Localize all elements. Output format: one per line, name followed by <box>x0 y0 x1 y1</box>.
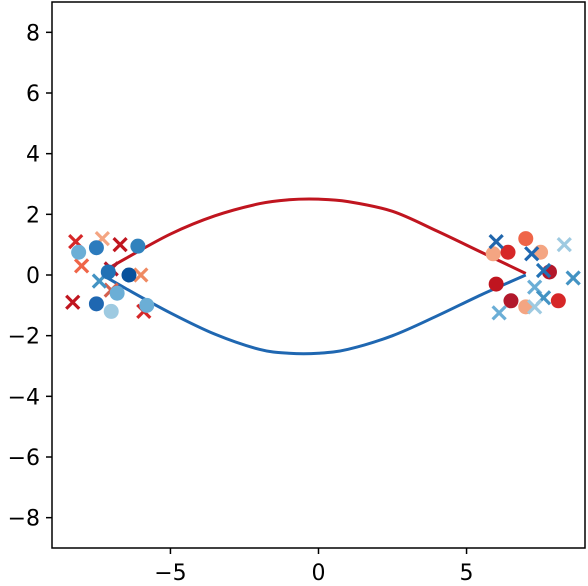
circle-marker-12 <box>88 296 104 312</box>
curve-1 <box>101 273 527 356</box>
y-tick-label: 6 <box>26 82 40 107</box>
circle-marker-20 <box>500 244 516 260</box>
circle-marker-18 <box>139 297 155 313</box>
x-marker-2 <box>65 294 81 310</box>
circle-marker-22 <box>503 293 519 309</box>
x-marker-30 <box>556 237 572 253</box>
y-tick-label: −6 <box>8 446 40 471</box>
circle-marker-13 <box>103 303 119 319</box>
y-tick-label: 0 <box>26 264 40 289</box>
circle-marker-17 <box>130 238 146 254</box>
curves-layer <box>101 197 527 356</box>
y-axis: −8 −6 −4 −2 0 2 4 6 8 <box>8 21 52 532</box>
curve-0 <box>101 197 527 275</box>
circle-marker-15 <box>100 264 116 280</box>
circle-marker-27 <box>550 293 566 309</box>
circle-marker-11 <box>88 240 104 256</box>
circle-marker-16 <box>121 267 137 283</box>
x-marker-28 <box>488 234 504 250</box>
circle-marker-24 <box>518 231 534 247</box>
y-tick-label: −2 <box>8 325 40 350</box>
circle-marker-19 <box>485 246 501 262</box>
x-marker-7 <box>133 267 149 283</box>
x-marker-35 <box>527 299 543 315</box>
x-tick-label: 5 <box>460 561 474 586</box>
y-tick-label: −8 <box>8 507 40 532</box>
x-marker-29 <box>524 246 540 262</box>
x-marker-1 <box>73 258 90 274</box>
x-marker-4 <box>112 237 128 253</box>
y-tick-label: −4 <box>8 385 40 410</box>
x-tick-label: −5 <box>154 561 186 586</box>
x-marker-36 <box>491 305 507 321</box>
x-marker-31 <box>565 270 581 286</box>
x-axis: −5 0 5 <box>154 548 474 586</box>
y-tick-label: 2 <box>26 203 40 228</box>
circle-marker-14 <box>109 285 125 301</box>
y-tick-label: 4 <box>26 143 40 168</box>
circle-marker-21 <box>488 276 504 292</box>
y-tick-label: 8 <box>26 21 40 46</box>
x-tick-label: 0 <box>312 561 326 586</box>
circle-marker-10 <box>71 244 87 260</box>
markers-layer <box>65 230 581 321</box>
x-marker-32 <box>535 262 552 279</box>
